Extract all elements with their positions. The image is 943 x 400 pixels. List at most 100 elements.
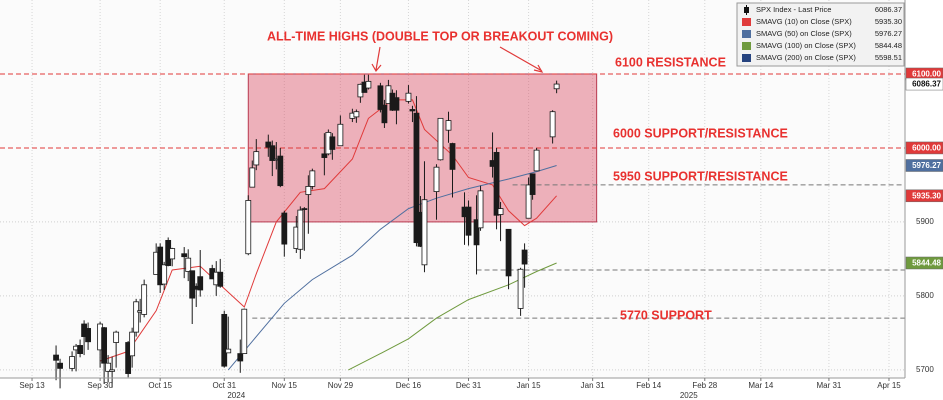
price-tag [905, 189, 943, 203]
candle-body [129, 331, 136, 357]
x-tick-label: Oct 31 [212, 381, 236, 390]
candle-body [133, 301, 140, 333]
candle-body [217, 271, 224, 287]
legend-value: 5844.48 [875, 41, 902, 50]
legend-label: SPX Index - Last Price [756, 5, 831, 14]
candle-body [405, 92, 412, 102]
candle-body [281, 212, 288, 245]
candle-body [221, 313, 228, 367]
x-tick-label: Oct 15 [148, 381, 172, 390]
x-tick-label: Jan 31 [581, 381, 606, 390]
candle-body [517, 268, 524, 309]
legend: SPX Index - Last Price 6086.37 SMAVG (10) … [736, 2, 905, 67]
x-tick-label: Mar 31 [816, 381, 841, 390]
y-tick-label: 5800 [916, 291, 934, 300]
legend-label: SMAVG (100) on Close (SPX) [756, 41, 856, 50]
candle-body [125, 342, 132, 374]
candle-body [237, 353, 244, 362]
candle-body [109, 369, 116, 372]
price-tag-label: 5844.48 [912, 259, 941, 268]
legend-swatch [742, 18, 751, 26]
candle-body [465, 206, 472, 236]
candle-body [533, 149, 540, 172]
legend-value: 5935.30 [875, 17, 902, 26]
price-tag [905, 256, 943, 270]
candle-body [69, 356, 75, 369]
legend-swatch [744, 7, 749, 13]
candle-body [473, 219, 480, 246]
candle-body [409, 109, 416, 112]
y-tick-label: 5700 [916, 365, 934, 374]
candle-body [269, 145, 276, 161]
candle-body [197, 276, 204, 291]
candle-body [529, 173, 536, 195]
arrow [499, 46, 544, 73]
candle-body [301, 208, 308, 211]
candle-body [525, 184, 532, 219]
x-tick-label: Apr 15 [877, 381, 901, 390]
candle-body [249, 167, 256, 188]
annotation: 6000 SUPPORT/RESISTANCE [613, 126, 788, 140]
candle-body [505, 228, 512, 277]
x-tick-label: Feb 28 [692, 381, 717, 390]
candle-body [329, 136, 336, 150]
price-tag-label: 5976.27 [912, 161, 941, 170]
price-tag-label: 6000.00 [912, 144, 941, 153]
candle-body [245, 200, 252, 255]
x-tick-label: Sep 30 [87, 381, 113, 390]
candle-body [241, 308, 248, 354]
candle-body [53, 354, 59, 361]
year-label: 2024 [227, 391, 245, 400]
candle-body [277, 155, 284, 187]
arrow [371, 46, 382, 73]
candle-body [253, 151, 260, 166]
candle-body [305, 186, 312, 195]
annotation: 5950 SUPPORT/RESISTANCE [613, 169, 788, 183]
candle-body [445, 120, 452, 131]
candle-body [493, 151, 500, 216]
candle-body [185, 257, 192, 272]
candle-body [101, 327, 108, 364]
candle-body [321, 153, 328, 158]
candle-body [85, 328, 91, 343]
candle-body [365, 80, 372, 89]
price-tag [905, 159, 943, 172]
x-tick-label: Sep 13 [19, 381, 45, 390]
x-tick-label: Dec 16 [396, 381, 422, 390]
candle-body [449, 143, 456, 170]
candle-body [297, 209, 304, 250]
candle-body [433, 166, 440, 192]
candle-body [381, 104, 388, 124]
annotation: ALL-TIME HIGHS (DOUBLE TOP OR BREAKOUT C… [267, 29, 613, 43]
candle-body [113, 331, 120, 343]
candle-body [189, 270, 196, 299]
ma-line [227, 165, 557, 371]
legend-box [736, 2, 905, 67]
candle-body [497, 208, 504, 215]
annotation: 6100 RESISTANCE [615, 55, 726, 69]
candle-body [413, 112, 420, 244]
legend-label: SMAVG (10) on Close (SPX) [756, 17, 852, 26]
candle-body [105, 362, 112, 372]
x-tick-label: Nov 29 [328, 381, 354, 390]
legend-swatch [742, 30, 751, 38]
candle-body [549, 111, 556, 138]
candle-body [161, 264, 168, 285]
candle-body [169, 248, 176, 260]
candle-body [309, 170, 316, 187]
ma-line [348, 262, 557, 371]
legend-swatch [742, 54, 751, 62]
price-tag [905, 141, 943, 155]
price-tag [905, 77, 943, 91]
legend-label: SMAVG (50) on Close (SPX) [756, 29, 852, 38]
candle-body [77, 345, 83, 354]
candle-body [57, 362, 63, 369]
x-tick-label: Feb 14 [636, 381, 661, 390]
legend-value: 6086.37 [875, 5, 902, 14]
candle-body [421, 199, 428, 266]
candle-body [393, 97, 400, 111]
x-tick-label: Dec 31 [456, 381, 482, 390]
year-label: 2025 [680, 391, 698, 400]
candle-body [225, 348, 232, 354]
x-tick-label: Jan 15 [517, 381, 542, 390]
